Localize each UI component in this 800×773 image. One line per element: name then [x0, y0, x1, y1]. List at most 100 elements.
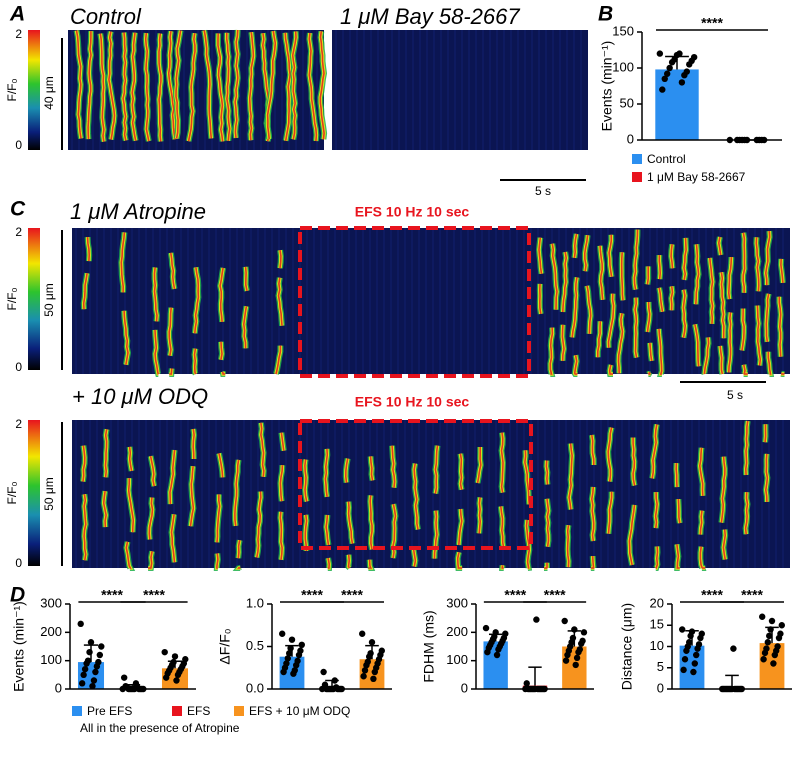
kymograph-streak: [586, 285, 592, 334]
kymo-title: 1 μM Bay 58-2667: [340, 4, 520, 29]
kymograph-streak: [695, 244, 700, 305]
kymograph-streak: [189, 466, 195, 527]
kymograph-streak: [279, 511, 283, 560]
kymograph-streak: [599, 245, 604, 300]
data-point: [484, 648, 491, 656]
data-point: [493, 651, 501, 659]
kymograph-streak: [743, 364, 748, 375]
kymograph-streak: [562, 251, 568, 313]
kymograph-streak: [86, 237, 91, 262]
data-point: [580, 629, 588, 636]
kymograph-streak: [219, 267, 224, 322]
data-point: [77, 620, 84, 628]
kymograph-streak: [651, 424, 658, 479]
kymograph-streak: [168, 307, 172, 356]
kymograph-streak: [764, 453, 769, 502]
bar: [655, 69, 699, 140]
data-point: [360, 673, 367, 680]
kymograph-streak: [633, 229, 639, 290]
data-point: [562, 657, 570, 664]
significance-label: ****: [701, 587, 723, 603]
kymograph-streak: [170, 514, 176, 563]
kymograph-streak: [369, 495, 373, 550]
panel-letter: A: [9, 3, 25, 26]
data-point: [81, 665, 89, 673]
y-tick-label: 5: [657, 659, 664, 674]
kymograph-streak: [717, 236, 722, 256]
data-point: [573, 654, 581, 662]
time-scale-label: 5 s: [727, 388, 743, 402]
y-axis-label: Distance (μm): [619, 603, 635, 690]
data-point: [691, 660, 698, 667]
data-point: [284, 655, 291, 662]
y-tick-label: 0.5: [246, 638, 264, 653]
kymograph-streak: [220, 341, 223, 360]
kymograph-streak: [131, 32, 137, 141]
kymograph-streak: [237, 566, 241, 569]
kymograph-streak: [344, 458, 349, 483]
data-point: [694, 645, 701, 652]
kymograph-streak: [102, 490, 107, 528]
kymograph-streak: [607, 491, 613, 534]
y-tick-label: 200: [446, 624, 468, 639]
data-point: [575, 648, 582, 656]
kymograph-streak: [325, 514, 330, 546]
data-point: [661, 75, 668, 83]
kymograph-streak: [538, 283, 542, 315]
data-point: [771, 651, 778, 659]
data-point: [122, 682, 129, 690]
kymograph-streak: [573, 233, 578, 259]
kymograph-streak: [591, 556, 595, 569]
kymograph-streak: [545, 460, 549, 485]
data-point: [295, 651, 303, 659]
y-tick-label: 300: [446, 595, 468, 610]
kymograph-streak: [478, 497, 482, 534]
kymograph-streak: [108, 31, 116, 140]
y-tick-label: 0: [657, 680, 664, 695]
kymograph-streak: [327, 557, 331, 569]
kymograph-streak: [456, 552, 463, 569]
kymograph-streak: [767, 351, 772, 375]
kymograph-streak: [104, 429, 108, 478]
data-point: [656, 50, 664, 57]
kymograph-streak: [279, 250, 282, 269]
kymo-title: + 10 μM ODQ: [72, 384, 208, 409]
kymograph-streak: [573, 355, 578, 375]
kymograph-streak: [549, 327, 554, 375]
data-point: [523, 680, 530, 687]
kymograph-streak: [476, 447, 482, 484]
kymograph-streak: [538, 237, 543, 274]
y-tick-label: 50: [620, 95, 634, 110]
kymograph-streak: [764, 231, 771, 286]
kymograph-streak: [675, 463, 678, 488]
data-point: [676, 50, 683, 57]
kymograph-streak: [546, 498, 550, 547]
kymograph-streak: [698, 447, 704, 496]
kymograph-streak: [413, 463, 419, 530]
kymograph-streak: [568, 443, 573, 510]
kymograph-streak: [744, 420, 749, 476]
kymograph-streak: [248, 32, 255, 141]
kymograph-streak: [99, 33, 105, 142]
y-tick-label: 150: [612, 23, 634, 38]
kymograph-streak: [169, 450, 176, 505]
kymograph-streak: [703, 337, 710, 375]
kymograph-streak: [234, 29, 239, 139]
data-point: [89, 682, 96, 690]
kymograph-streak: [279, 465, 284, 502]
kymograph: [72, 420, 790, 568]
kymograph-streak: [193, 348, 197, 375]
kymograph-streak: [566, 525, 570, 568]
kymograph-streak: [670, 244, 674, 269]
significance-label: ****: [544, 587, 566, 603]
data-point: [366, 653, 373, 660]
kymograph-streak: [368, 559, 372, 569]
data-point: [766, 632, 773, 640]
data-point: [578, 640, 585, 647]
data-point: [687, 632, 694, 640]
y-tick-label: 0.0: [246, 680, 264, 695]
data-point: [132, 680, 140, 687]
colorbar-tick: 2: [15, 27, 22, 41]
kymograph-streak: [275, 345, 282, 375]
